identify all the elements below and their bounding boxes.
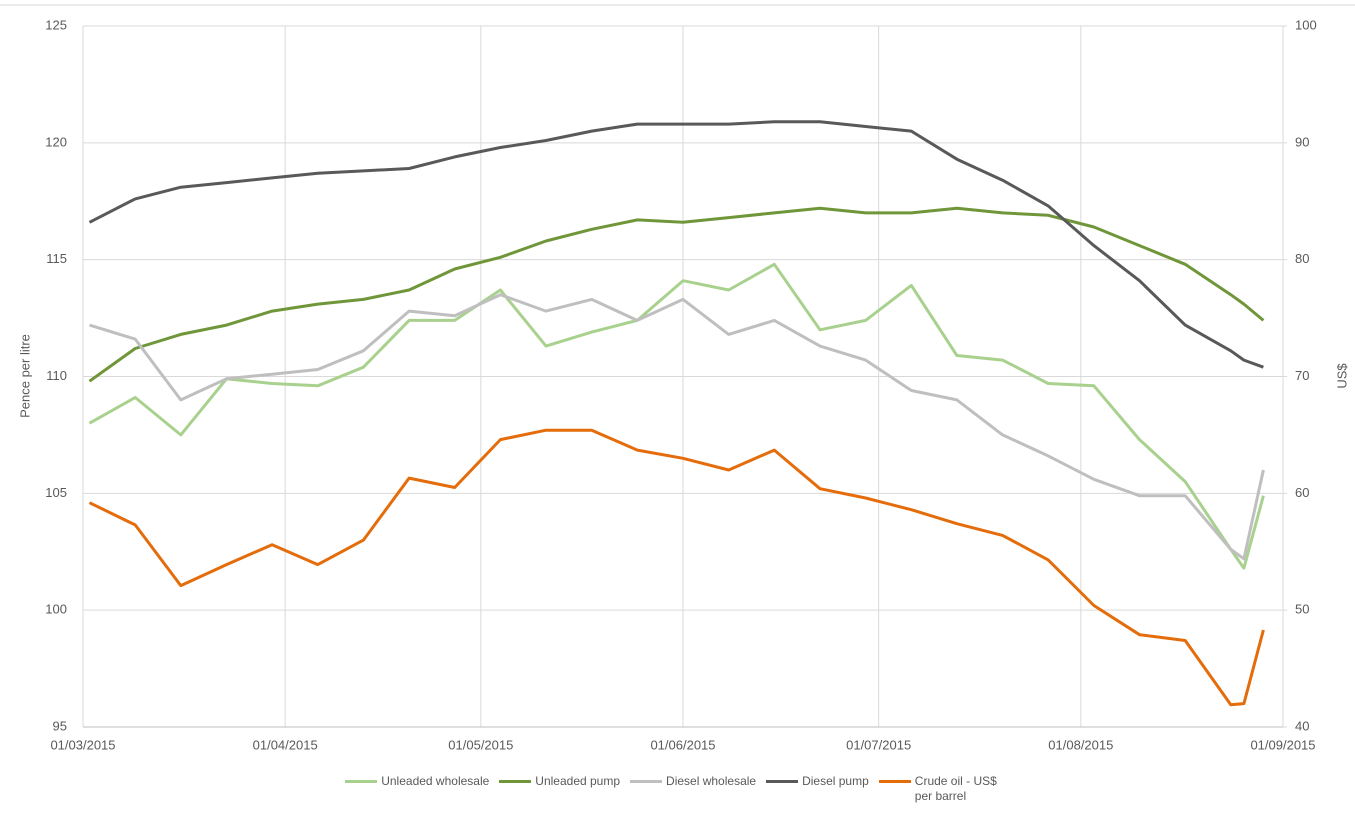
y-tick-label: 100 xyxy=(45,602,67,617)
legend-item: Unleaded wholesale xyxy=(345,774,489,804)
legend-item: Diesel pump xyxy=(766,774,869,804)
x-tick-label: 01/03/2015 xyxy=(50,737,115,752)
y-tick-label: 120 xyxy=(45,134,67,149)
y-axis-label: Pence per litre xyxy=(17,334,32,418)
legend-label: Crude oil - US$ per barrel xyxy=(914,774,997,803)
y2-tick-label: 70 xyxy=(1295,368,1309,383)
legend-swatch xyxy=(345,780,378,783)
y2-tick-label: 40 xyxy=(1295,718,1309,733)
legend-label: Diesel pump xyxy=(802,774,869,788)
x-tick-label: 01/09/2015 xyxy=(1250,737,1315,752)
legend-swatch xyxy=(499,780,532,783)
x-tick-label: 01/05/2015 xyxy=(448,737,513,752)
series-line xyxy=(88,120,1264,369)
legend-label: Unleaded pump xyxy=(535,774,621,788)
y2-tick-label: 60 xyxy=(1295,485,1309,500)
y2-axis-label: US$ xyxy=(1334,363,1349,389)
y-tick-label: 95 xyxy=(53,718,67,733)
y2-tick-label: 50 xyxy=(1295,602,1309,617)
y-tick-label: 105 xyxy=(45,485,67,500)
x-tick-label: 01/08/2015 xyxy=(1048,737,1113,752)
x-tick-label: 01/06/2015 xyxy=(650,737,715,752)
y-tick-label: 125 xyxy=(45,17,67,32)
chart: Pence per litre US$ 95 100 105 110 115 120 125… xyxy=(0,4,1355,752)
y-tick-label: 110 xyxy=(46,368,67,383)
y2-tick-label: 90 xyxy=(1295,134,1309,149)
x-tick-label: 01/07/2015 xyxy=(846,737,911,752)
x-tick-label: 01/04/2015 xyxy=(253,737,318,752)
y2-tick-label: 100 xyxy=(1295,17,1317,32)
series-line xyxy=(88,262,1265,570)
series-line xyxy=(88,206,1265,383)
legend-item: Unleaded pump xyxy=(499,774,620,804)
y-tick-label: 115 xyxy=(46,251,67,266)
legend-label: Diesel wholesale xyxy=(666,774,757,788)
legend: Unleaded wholesale Unleaded pump Diesel wh… xyxy=(0,774,1355,804)
series-line xyxy=(89,293,1265,561)
legend-label: Unleaded wholesale xyxy=(381,774,490,788)
y2-tick-label: 80 xyxy=(1295,251,1309,266)
legend-item: Diesel wholesale xyxy=(630,774,756,804)
legend-item: Crude oil - US$ per barrel xyxy=(878,774,1010,804)
legend-swatch xyxy=(878,780,911,783)
legend-swatch xyxy=(630,780,663,783)
series-line xyxy=(88,428,1265,707)
legend-swatch xyxy=(766,780,799,783)
